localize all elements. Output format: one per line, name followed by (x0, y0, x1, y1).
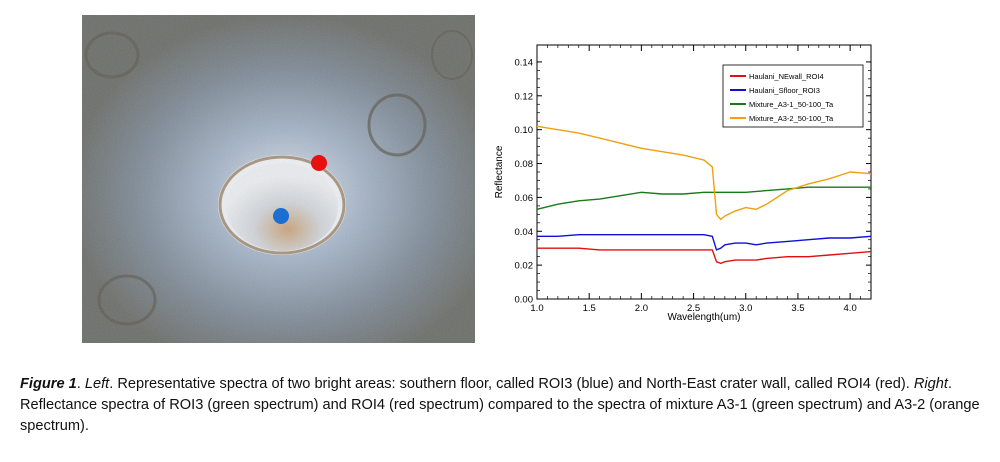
y-tick-label: 0.00 (515, 295, 534, 306)
y-tick-label: 0.04 (515, 227, 534, 238)
y-tick-label: 0.02 (515, 261, 534, 272)
caption-sep1: . (76, 376, 85, 392)
caption-part2: . Reflectance spectra of ROI3 (green spe… (20, 376, 980, 434)
caption-part1: . Representative spectra of two bright a… (109, 376, 914, 392)
legend-box (722, 64, 864, 128)
legend-label-2: Haulani_Sfloor_ROI3 (749, 86, 820, 95)
x-tick-label: 1.0 (530, 303, 543, 314)
legend-label-1: Haulani_NEwall_ROI4 (749, 72, 824, 81)
legend-label-4: Mixture_A3-2_50-100_Ta (749, 114, 834, 123)
x-tick-label: 3.5 (791, 303, 804, 314)
y-ticks: 0.00 0.02 0.04 0.06 0.08 0.10 0.12 0.14 (515, 57, 871, 306)
y-tick-label: 0.12 (515, 91, 534, 102)
y-tick-label: 0.10 (515, 125, 534, 136)
legend: Haulani_NEwall_ROI4 Haulani_Sfloor_ROI3 Mi… (722, 64, 864, 128)
series-line-3 (536, 186, 871, 210)
caption-left: Left (84, 376, 110, 392)
roi3-marker (273, 208, 289, 224)
x-axis-label: Wavelength(um) (668, 312, 741, 323)
spectra-chart: 0.00 0.02 0.04 0.06 0.08 0.10 0.12 0.14 1.0 1.5 2… (494, 44, 872, 323)
series-line-2 (537, 233, 872, 251)
x-tick-label: 2.0 (635, 303, 648, 314)
y-tick-label: 0.14 (515, 57, 534, 68)
caption-label: Figure 1 (20, 376, 77, 392)
y-tick-label: 0.06 (515, 193, 534, 204)
crater-image (82, 15, 475, 343)
legend-items: Haulani_NEwall_ROI4 Haulani_Sfloor_ROI3 Mi… (730, 72, 834, 123)
caption-right: Right (913, 376, 948, 392)
x-tick-label: 3.0 (739, 303, 752, 314)
roi4-marker (311, 155, 327, 171)
x-tick-label: 4.0 (844, 303, 857, 314)
figure-caption: Figure 1. Left. Representative spectra o… (20, 374, 985, 437)
x-tick-label: 2.5 (687, 303, 700, 314)
series-lines (536, 125, 872, 265)
series-line-1 (537, 247, 872, 265)
x-tick-label: 1.5 (583, 303, 596, 314)
y-axis-label: Reflectance (494, 145, 505, 198)
legend-label-3: Mixture_A3-1_50-100_Ta (749, 100, 834, 109)
y-tick-label: 0.08 (515, 159, 534, 170)
x-ticks: 1.0 1.5 2.0 2.5 3.0 3.5 4.0 (530, 45, 861, 314)
series-line-4 (536, 125, 872, 221)
